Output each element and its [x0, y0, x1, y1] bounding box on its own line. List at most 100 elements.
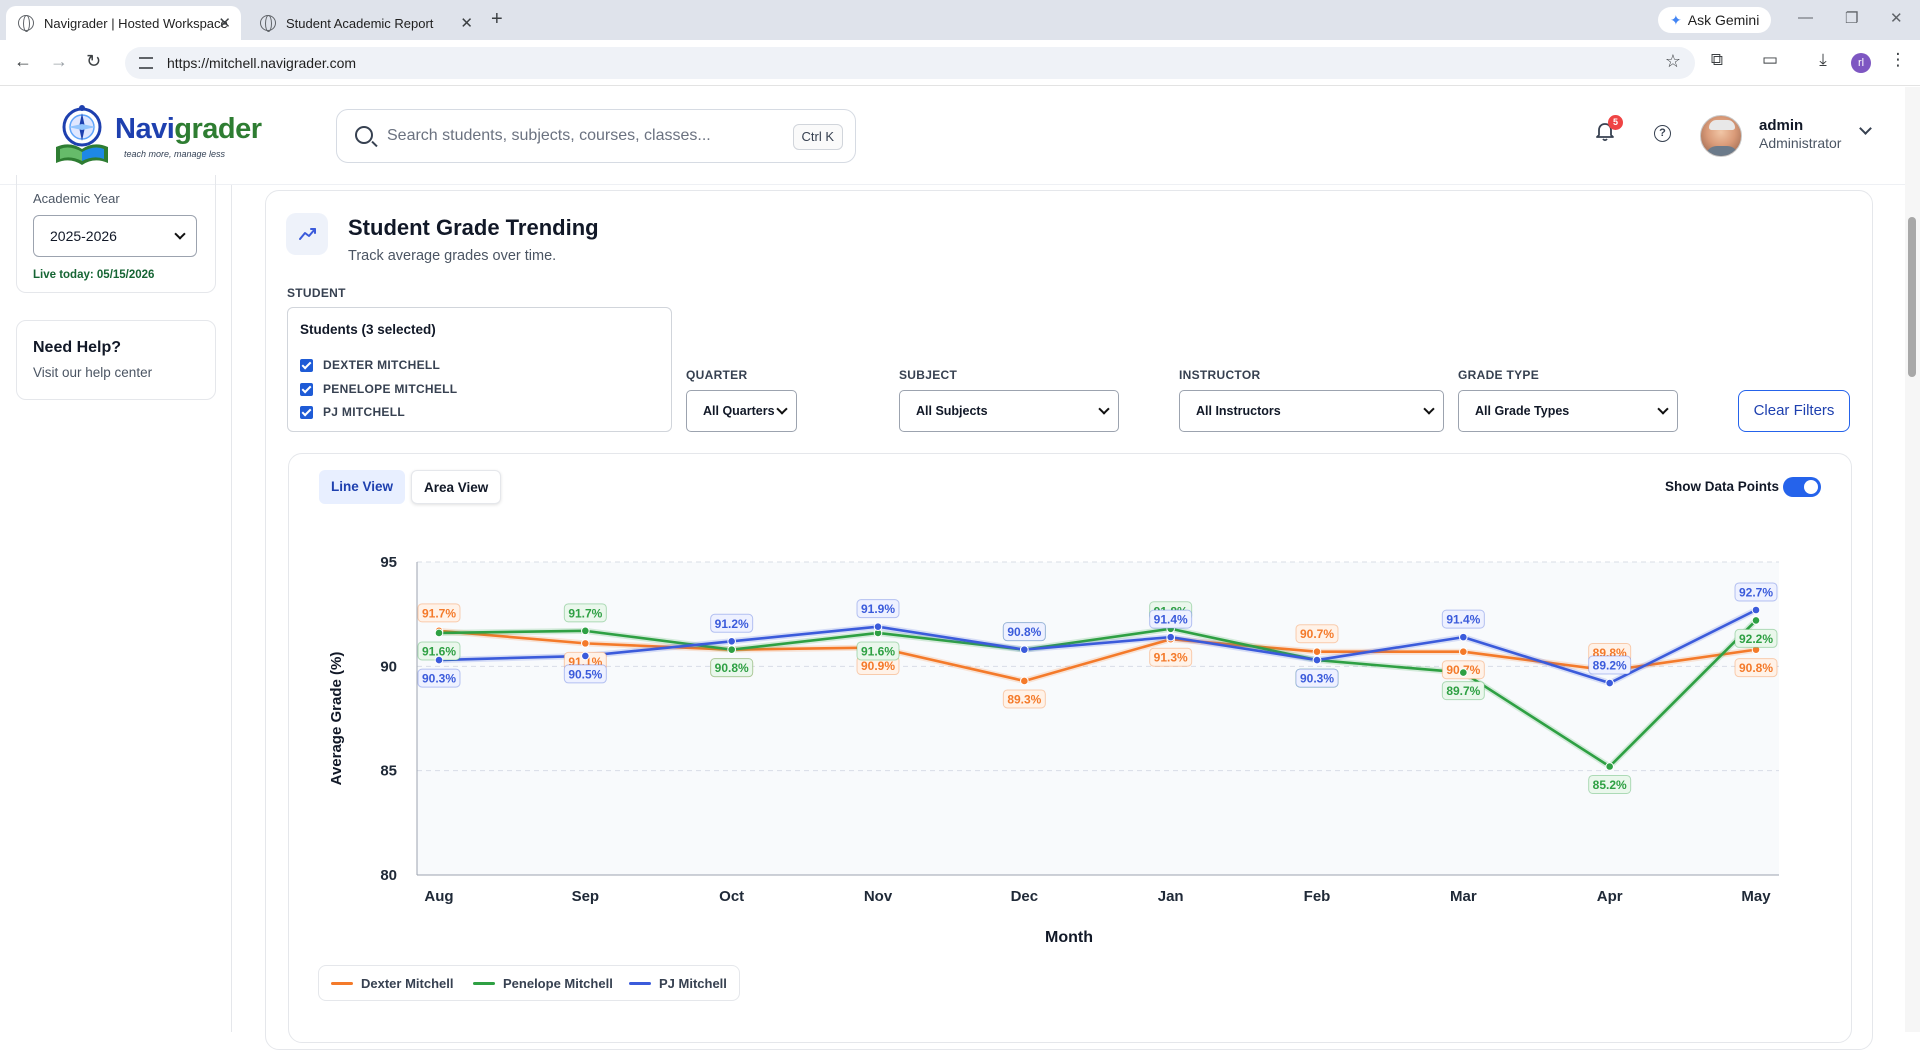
notifications-button[interactable]: 5 — [1594, 115, 1623, 143]
data-point — [1459, 668, 1468, 677]
help-subtitle[interactable]: Visit our help center — [33, 365, 153, 380]
minimize-icon[interactable]: — — [1798, 9, 1813, 26]
data-label: 91.2% — [715, 617, 749, 631]
page-subtitle: Track average grades over time. — [348, 248, 557, 264]
x-tick-label: Aug — [424, 888, 453, 905]
logo-tagline: teach more, manage less — [124, 149, 226, 159]
compass-book-logo-icon — [56, 105, 108, 165]
browser-tab-report[interactable]: Student Academic Report ✕ — [248, 6, 483, 40]
data-point — [1166, 632, 1175, 642]
cast-icon[interactable]: ▭ — [1761, 50, 1779, 69]
checkbox-checked-icon[interactable] — [300, 405, 313, 419]
data-point — [1312, 647, 1322, 657]
scrollbar-thumb[interactable] — [1908, 217, 1916, 377]
logo-word-a: Navi — [115, 113, 175, 145]
data-label-bg — [1002, 622, 1046, 642]
chart-legend: Dexter Mitchell Penelope Mitchell PJ Mit… — [318, 965, 740, 1001]
chart-card: Line View Area View Show Data Points 80 8… — [288, 453, 1852, 1043]
ask-gemini-button[interactable]: ✦ Ask Gemini — [1658, 7, 1772, 33]
clear-filters-button[interactable]: Clear Filters — [1738, 390, 1850, 432]
site-settings-icon[interactable] — [139, 57, 153, 69]
student-checkbox-penelope[interactable]: PENELOPE MITCHELL — [300, 382, 457, 396]
academic-year-select[interactable]: 2025-2026 — [33, 215, 197, 257]
download-icon[interactable]: ⤓ — [1819, 50, 1827, 69]
legend-item-pj[interactable]: PJ Mitchell — [629, 976, 727, 991]
sidebar: Academic Year 2025-2026 Live today: 05/1… — [0, 175, 232, 1032]
subject-select[interactable]: All Subjects — [899, 390, 1119, 432]
data-label: 89.2% — [1593, 659, 1627, 673]
data-point — [581, 626, 590, 636]
show-data-points-toggle[interactable] — [1783, 477, 1821, 497]
new-tab-icon[interactable]: + — [491, 8, 503, 30]
data-point — [1020, 676, 1029, 686]
back-icon[interactable]: ← — [14, 51, 32, 71]
y-axis-title: Average Grade (%) — [328, 652, 345, 786]
quarter-select[interactable]: All Quarters — [686, 390, 797, 432]
data-point — [727, 636, 736, 646]
data-point — [1020, 645, 1029, 654]
logo-word-b: grader — [174, 113, 262, 145]
page-scrollbar[interactable] — [1905, 87, 1920, 1032]
x-tick-label: Sep — [572, 888, 600, 905]
reload-icon[interactable]: ↻ — [86, 51, 102, 71]
browser-tab-navigrader[interactable]: Navigrader | Hosted Workspace ✕ — [6, 6, 241, 40]
extensions-icon[interactable]: ⧉ — [1710, 50, 1724, 69]
close-tab-icon[interactable]: ✕ — [218, 15, 231, 32]
profile-avatar[interactable]: rl — [1851, 53, 1871, 73]
x-tick-label: Nov — [864, 888, 893, 905]
tab-title: Student Academic Report — [286, 15, 434, 31]
live-today-text: Live today: 05/15/2026 — [33, 269, 155, 281]
instructor-select[interactable]: All Instructors — [1179, 390, 1444, 432]
chevron-down-icon[interactable] — [1859, 122, 1872, 135]
data-label: 92.2% — [1739, 632, 1773, 646]
data-point — [1605, 762, 1614, 771]
checkbox-checked-icon[interactable] — [300, 382, 313, 396]
area-view-button[interactable]: Area View — [411, 470, 502, 504]
academic-year-card: Academic Year 2025-2026 Live today: 05/1… — [16, 175, 216, 293]
help-icon[interactable]: ? — [1654, 125, 1671, 142]
search-placeholder: Search students, subjects, courses, clas… — [387, 127, 711, 144]
data-label: 90.8% — [1739, 661, 1773, 675]
quarter-filter-label: QUARTER — [686, 368, 748, 382]
student-name: PENELOPE MITCHELL — [323, 382, 458, 396]
data-label-bg — [1149, 647, 1193, 667]
close-tab-icon[interactable]: ✕ — [460, 15, 473, 32]
student-name: PJ MITCHELL — [323, 405, 405, 419]
data-label: 90.3% — [1300, 672, 1334, 686]
close-window-icon[interactable]: ✕ — [1890, 10, 1903, 27]
search-icon — [355, 126, 373, 144]
help-title: Need Help? — [33, 339, 122, 356]
restore-icon[interactable]: ❐ — [1845, 10, 1859, 27]
checkbox-checked-icon[interactable] — [300, 358, 313, 372]
student-checkbox-dexter[interactable]: DEXTER MITCHELL — [300, 358, 440, 372]
forward-icon[interactable]: → — [50, 51, 68, 71]
navigrader-logo[interactable]: Navigrader teach more, manage less — [52, 103, 262, 169]
legend-swatch — [331, 982, 353, 985]
data-label-bg — [417, 668, 461, 688]
data-point — [1459, 647, 1468, 657]
help-center-card[interactable]: Need Help? Visit our help center — [16, 320, 216, 400]
data-label: 91.4% — [1154, 613, 1188, 627]
grade-type-select[interactable]: All Grade Types — [1458, 390, 1678, 432]
instructor-filter-label: INSTRUCTOR — [1179, 368, 1261, 382]
data-point — [581, 651, 590, 661]
data-point — [1459, 632, 1468, 642]
y-tick-label: 90 — [380, 658, 397, 675]
data-label-bg — [1588, 774, 1632, 794]
legend-item-dexter[interactable]: Dexter Mitchell — [331, 976, 453, 991]
bookmark-star-icon[interactable]: ☆ — [1664, 51, 1681, 71]
global-search-input[interactable]: Search students, subjects, courses, clas… — [336, 109, 856, 163]
student-multiselect[interactable]: Students (3 selected) DEXTER MITCHELL PE… — [287, 307, 672, 432]
line-view-button[interactable]: Line View — [319, 470, 406, 504]
academic-year-label: Academic Year — [33, 191, 120, 206]
legend-item-penelope[interactable]: Penelope Mitchell — [473, 976, 613, 991]
user-avatar[interactable] — [1700, 115, 1742, 157]
address-bar[interactable]: https://mitchell.navigrader.com ☆ — [125, 47, 1695, 79]
user-name[interactable]: admin — [1759, 117, 1804, 134]
data-point — [434, 655, 444, 665]
student-checkbox-pj[interactable]: PJ MITCHELL — [300, 405, 405, 419]
menu-kebab-icon[interactable]: ⋮ — [1889, 50, 1907, 69]
data-label: 91.3% — [1154, 651, 1188, 665]
data-label: 91.6% — [861, 644, 895, 658]
legend-swatch — [473, 982, 495, 985]
